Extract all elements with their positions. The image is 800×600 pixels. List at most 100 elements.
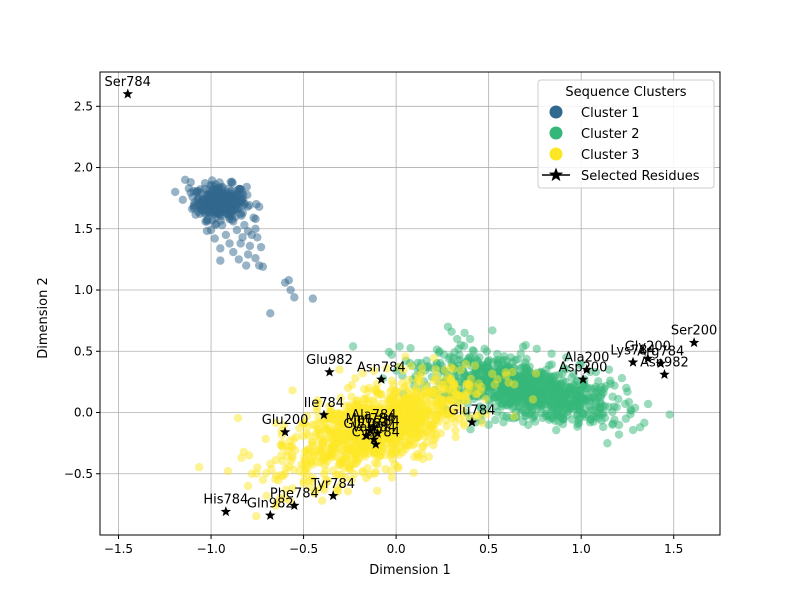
cluster-point bbox=[575, 386, 585, 395]
cluster-point bbox=[373, 417, 382, 427]
cluster-point bbox=[320, 460, 329, 469]
cluster-point bbox=[567, 415, 577, 424]
cluster-point bbox=[370, 469, 379, 478]
residue-star-marker bbox=[368, 421, 380, 432]
cluster-point bbox=[383, 421, 392, 431]
cluster-point bbox=[624, 397, 634, 407]
cluster-point bbox=[431, 434, 440, 443]
cluster-point bbox=[447, 327, 456, 336]
cluster-point bbox=[499, 418, 508, 427]
cluster-point bbox=[457, 405, 467, 414]
cluster-point bbox=[508, 367, 517, 377]
cluster-point bbox=[254, 202, 264, 211]
cluster-point bbox=[473, 389, 482, 398]
y-tick-label: 2.0 bbox=[74, 161, 93, 175]
cluster-point bbox=[249, 213, 258, 222]
cluster-point bbox=[604, 365, 614, 374]
y-tick-label: 1.0 bbox=[74, 283, 93, 297]
plot-frame bbox=[99, 71, 721, 536]
cluster-point bbox=[334, 470, 343, 479]
legend-title: Sequence Clusters bbox=[565, 85, 686, 100]
cluster-point bbox=[475, 402, 485, 411]
cluster-point bbox=[288, 386, 297, 395]
cluster-point bbox=[578, 408, 588, 418]
residue-star-marker bbox=[370, 438, 381, 449]
residue-label: Glu200 bbox=[262, 413, 309, 428]
cluster-point bbox=[308, 294, 318, 303]
residue-star-marker bbox=[318, 409, 330, 420]
residue-star-marker bbox=[655, 358, 667, 368]
cluster-point bbox=[393, 462, 402, 471]
legend-marker-cluster-3 bbox=[549, 147, 563, 161]
cluster-point bbox=[395, 342, 404, 351]
cluster-point bbox=[258, 475, 268, 485]
cluster-point bbox=[290, 293, 299, 302]
cluster-point bbox=[253, 233, 262, 242]
cluster-point bbox=[349, 454, 358, 463]
cluster-point bbox=[314, 425, 323, 435]
cluster-point bbox=[524, 401, 534, 410]
cluster-point bbox=[341, 473, 350, 482]
cluster-point bbox=[352, 434, 362, 443]
cluster-point bbox=[228, 194, 237, 203]
cluster-point bbox=[556, 384, 566, 393]
cluster-point bbox=[200, 178, 210, 188]
residue-star-marker bbox=[376, 373, 387, 384]
cluster-point bbox=[492, 393, 501, 402]
x-tick-label: 0.5 bbox=[479, 542, 498, 556]
residue-label: Gln982 bbox=[247, 496, 294, 511]
cluster-3-points bbox=[195, 352, 541, 521]
cluster-point bbox=[280, 469, 290, 478]
cluster-point bbox=[665, 410, 674, 419]
cluster-point bbox=[501, 371, 511, 380]
residue-label: Glu982 bbox=[306, 353, 353, 368]
cluster-point bbox=[412, 413, 422, 422]
cluster-point bbox=[386, 405, 395, 415]
x-tick-label: 1.5 bbox=[664, 542, 683, 556]
residue-label: Met784 bbox=[346, 412, 395, 427]
cluster-point bbox=[528, 395, 538, 404]
cluster-point bbox=[608, 420, 617, 429]
cluster-point bbox=[314, 414, 323, 423]
cluster-point bbox=[171, 187, 180, 197]
cluster-point bbox=[461, 359, 470, 369]
cluster-point bbox=[586, 396, 595, 405]
residue-label: Ala784 bbox=[351, 408, 396, 423]
cluster-point bbox=[186, 178, 195, 187]
residue-star-marker bbox=[688, 337, 700, 348]
cluster-point bbox=[509, 401, 518, 411]
cluster-point bbox=[493, 359, 503, 368]
cluster-point bbox=[308, 420, 318, 429]
cluster-point bbox=[216, 244, 225, 253]
residue-star-marker bbox=[279, 426, 291, 437]
cluster-point bbox=[599, 422, 608, 432]
cluster-point bbox=[432, 410, 442, 420]
cluster-point bbox=[501, 386, 510, 395]
cluster-point bbox=[332, 409, 341, 419]
cluster-point bbox=[221, 230, 231, 240]
legend-box bbox=[537, 79, 715, 189]
legend-marker-cluster-1 bbox=[549, 105, 563, 119]
legend-entry-label: Selected Residues bbox=[581, 169, 700, 184]
cluster-point bbox=[488, 369, 497, 378]
cluster-point bbox=[266, 459, 275, 469]
residue-label: Ala200 bbox=[564, 351, 609, 366]
cluster-point bbox=[510, 412, 519, 421]
cluster-point bbox=[466, 425, 475, 434]
cluster-point bbox=[358, 369, 368, 378]
cluster-point bbox=[284, 462, 294, 471]
cluster-point bbox=[516, 349, 525, 358]
cluster-point bbox=[520, 369, 530, 378]
cluster-point bbox=[243, 250, 253, 259]
cluster-point bbox=[247, 469, 256, 478]
cluster-point bbox=[399, 427, 408, 436]
cluster-point bbox=[210, 234, 219, 243]
cluster-point bbox=[460, 328, 469, 338]
cluster-point bbox=[228, 178, 237, 188]
residue-label: Ser784 bbox=[105, 75, 151, 90]
cluster-point bbox=[325, 402, 334, 411]
cluster-point bbox=[570, 395, 580, 404]
residue-label: Asp200 bbox=[559, 360, 608, 375]
cluster-point bbox=[513, 387, 522, 397]
